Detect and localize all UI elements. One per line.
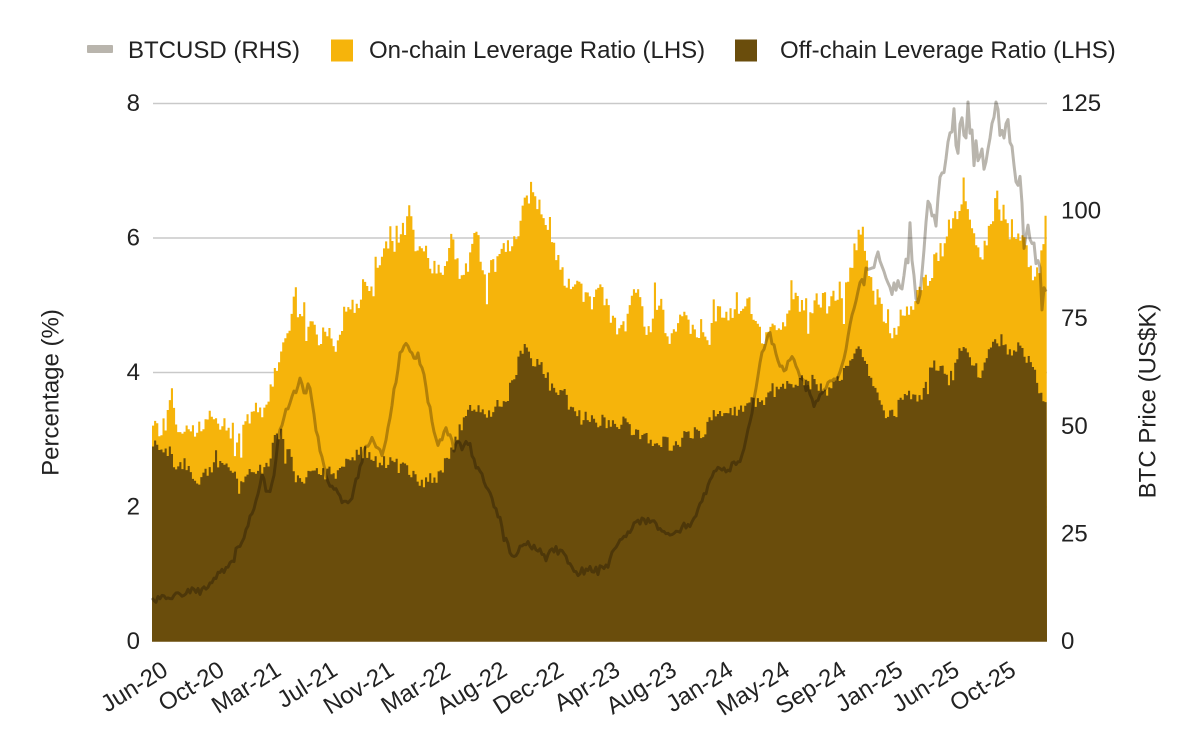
svg-text:Percentage (%): Percentage (%) [38, 309, 65, 476]
svg-text:75: 75 [1061, 305, 1088, 332]
svg-text:On-chain Leverage Ratio (LHS): On-chain Leverage Ratio (LHS) [369, 37, 705, 64]
svg-text:0: 0 [127, 628, 140, 655]
svg-text:0: 0 [1061, 628, 1074, 655]
svg-text:Off-chain Leverage Ratio (LHS): Off-chain Leverage Ratio (LHS) [780, 37, 1116, 64]
svg-text:100: 100 [1061, 198, 1101, 225]
svg-text:BTCUSD (RHS): BTCUSD (RHS) [128, 37, 300, 64]
svg-text:125: 125 [1061, 90, 1101, 117]
svg-text:6: 6 [127, 225, 140, 252]
svg-text:BTC Price (US$K): BTC Price (US$K) [1135, 304, 1162, 499]
svg-text:8: 8 [127, 90, 140, 117]
svg-text:50: 50 [1061, 413, 1088, 440]
svg-text:25: 25 [1061, 520, 1088, 547]
svg-text:4: 4 [127, 359, 140, 386]
svg-text:2: 2 [127, 494, 140, 521]
